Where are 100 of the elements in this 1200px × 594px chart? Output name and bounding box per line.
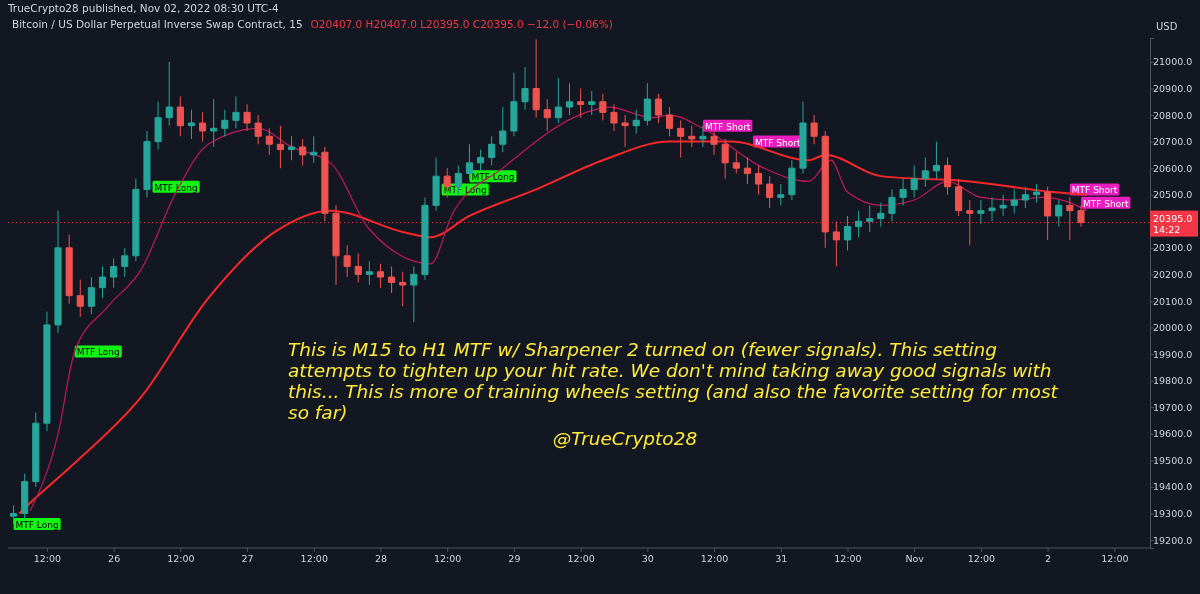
candlestick — [554, 77, 562, 124]
candlestick — [343, 244, 351, 278]
candlestick — [21, 473, 29, 520]
candlestick — [121, 247, 129, 278]
y-tick-label: 20000.0 — [1153, 322, 1193, 334]
candlestick — [710, 130, 718, 156]
y-tick-label: 21000.0 — [1153, 56, 1193, 68]
y-tick-label: 19700.0 — [1153, 401, 1193, 413]
candlestick — [432, 157, 440, 212]
candlestick — [254, 114, 262, 145]
candlestick — [465, 143, 473, 180]
candlestick — [65, 234, 73, 305]
candlestick — [721, 138, 729, 180]
candlestick — [588, 90, 596, 116]
annotation: MTF Long — [76, 347, 120, 358]
candlestick — [888, 188, 896, 222]
candlestick — [788, 159, 796, 201]
candlestick — [921, 157, 929, 188]
candlestick — [866, 204, 874, 233]
candlestick — [421, 196, 429, 281]
candlestick — [54, 210, 62, 334]
candlestick — [754, 165, 763, 196]
candlestick — [577, 87, 585, 119]
candlestick — [955, 178, 963, 217]
candlestick — [821, 130, 829, 249]
candlestick — [943, 157, 952, 196]
candlestick — [154, 101, 162, 151]
candlestick — [810, 114, 818, 145]
y-axis-title: USD — [1156, 21, 1178, 32]
candlestick — [510, 72, 518, 137]
text: TrueCrypto28 published, Nov 02, 2022 08:30 UTC-4 — [7, 2, 279, 14]
y-tick-label: 20200.0 — [1153, 268, 1193, 280]
candlestick — [143, 130, 151, 198]
candlestick — [999, 194, 1007, 217]
candlestick — [32, 412, 40, 488]
candlestick — [666, 106, 674, 137]
candlestick — [632, 109, 640, 135]
candlestick — [543, 98, 551, 132]
x-tick-label: 12:00 — [567, 552, 595, 564]
candlestick — [98, 265, 107, 299]
candlestick — [165, 61, 173, 127]
candlestick — [110, 257, 118, 289]
candlestick — [365, 260, 373, 286]
candlestick — [899, 178, 907, 206]
candlestick — [476, 149, 485, 172]
y-tick-label: 19400.0 — [1153, 481, 1193, 493]
y-tick-label: 19500.0 — [1153, 454, 1193, 466]
x-tick-label: 28 — [374, 552, 388, 564]
y-tick-label: 19600.0 — [1153, 428, 1193, 440]
candlestick — [877, 202, 885, 228]
text: O20407.0 H20407.0 L20395.0 C20395.0 −12.0 (−0.06%) — [310, 18, 613, 30]
candlestick — [221, 109, 229, 137]
candlestick — [310, 135, 318, 164]
candlestick — [1055, 199, 1063, 228]
candlestick — [176, 95, 184, 137]
x-tick-label: 26 — [108, 552, 121, 564]
candlestick — [688, 125, 696, 148]
x-tick-label: 12:00 — [1101, 552, 1129, 564]
annotation: MTF Short — [704, 121, 751, 132]
candlestick — [643, 82, 651, 127]
x-tick-label: 2 — [1045, 552, 1052, 564]
annotation: This is M15 to H1 MTF w/ Sharpener 2 turned on (fewer signals). This setting attempts to tighten up your hit rate. We don't mind taking away good signals with this... This is more of training wheels setting (and also the favorite setting for most so far) — [288, 339, 1059, 423]
candlestick — [410, 265, 418, 323]
annotation: MTF Short — [754, 137, 801, 148]
x-tick-label: Nov — [905, 552, 925, 564]
x-tick-label: 29 — [508, 552, 521, 564]
candlestick — [376, 263, 385, 289]
x-tick-label: 12:00 — [434, 552, 462, 564]
candlestick — [87, 276, 95, 315]
candlestick — [1021, 186, 1029, 209]
candlestick — [599, 93, 607, 121]
candlestick — [76, 279, 84, 318]
y-tick-label: 20600.0 — [1153, 162, 1193, 174]
candlestick — [187, 109, 196, 140]
annotation: MTF Short — [1082, 198, 1129, 209]
candlestick — [1066, 196, 1074, 241]
candlestick — [1010, 188, 1018, 214]
candlestick — [565, 82, 574, 116]
candlestick — [210, 98, 218, 148]
candlestick — [287, 135, 296, 161]
candlestick — [777, 183, 785, 206]
x-tick-label: 12:00 — [834, 552, 862, 564]
candlestick — [988, 196, 996, 222]
x-tick-label: 30 — [641, 552, 654, 564]
x-tick-label: 31 — [775, 552, 788, 564]
ref-line-label: 20395.0 — [1153, 212, 1193, 224]
candlestick — [743, 157, 751, 185]
candlestick — [677, 119, 685, 159]
y-tick-label: 20900.0 — [1153, 83, 1193, 95]
candlestick — [232, 95, 240, 129]
chart-title: Bitcoin / US Dollar Perpetual Inverse Swap Contract, 15 — [12, 18, 303, 30]
candlestick — [10, 505, 18, 525]
y-tick-label: 20700.0 — [1153, 136, 1193, 148]
candlestick — [243, 103, 251, 132]
y-tick-label: 19200.0 — [1153, 534, 1193, 546]
candlestick — [966, 199, 974, 246]
candlestick — [499, 106, 507, 153]
x-tick-label: 12:00 — [300, 552, 328, 564]
candlestick — [488, 135, 496, 166]
candlestick — [843, 215, 852, 251]
